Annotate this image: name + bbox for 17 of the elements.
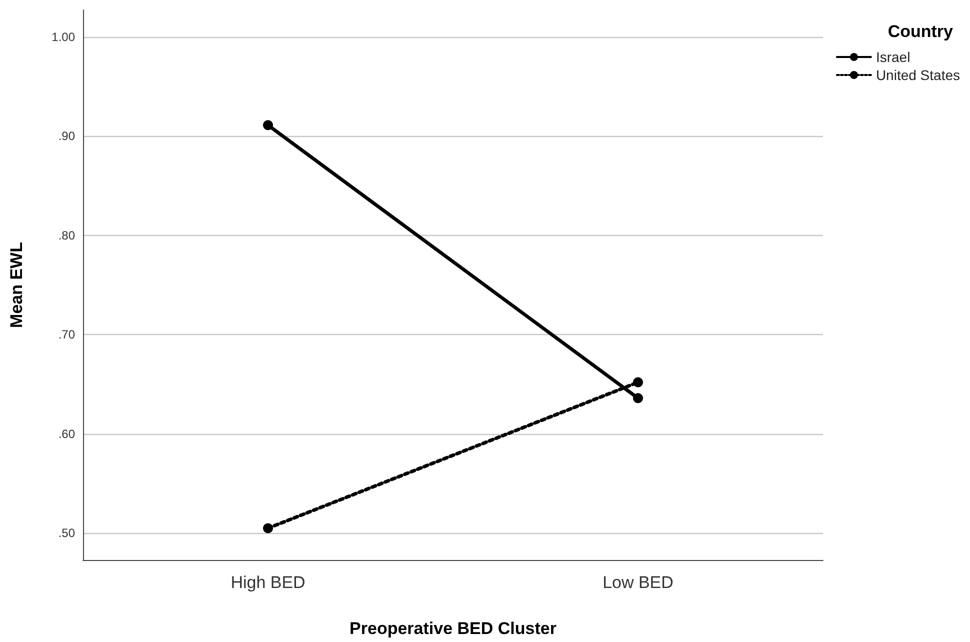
x-tick-label: Low BED [602, 573, 674, 592]
legend-label: Israel [876, 49, 910, 65]
x-tick-label: High BED [230, 573, 306, 592]
y-tick-label: .90 [58, 129, 76, 144]
point [633, 377, 643, 388]
point [263, 523, 273, 534]
legend-label: United States [876, 67, 960, 83]
y-tick-label: .60 [58, 426, 76, 441]
y-tick-label: .80 [58, 228, 76, 242]
y-tick-label: .70 [58, 328, 76, 342]
y-axis-title: Mean EWL [7, 242, 26, 328]
y-tick-label: 1.00 [52, 30, 76, 44]
point [263, 120, 273, 130]
legend-title: Country [888, 22, 954, 41]
y-tick-label: .50 [58, 526, 76, 540]
point [633, 393, 643, 404]
x-axis-title: Preoperative BED Cluster [350, 619, 557, 638]
